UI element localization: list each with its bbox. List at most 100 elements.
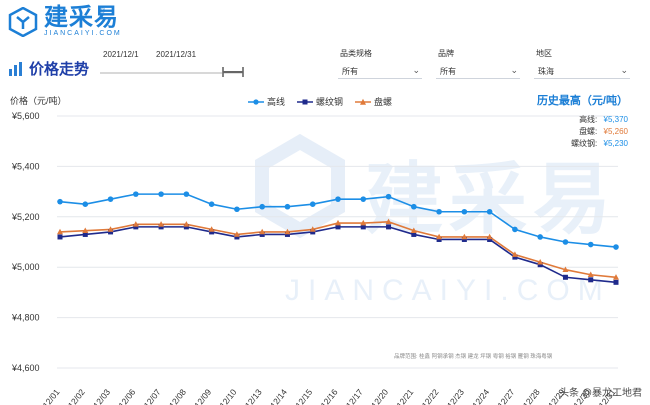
y-tick-label: ¥5,200 [11,212,40,222]
y-axis-title: 价格（元/吨） [10,96,67,106]
data-point [107,226,114,232]
bar-chart-icon [9,61,22,76]
x-tick-label: 12/24 [470,387,491,405]
watermark: 建采易 JIANCAIYI.COM [255,133,617,307]
page-title: 价格走势 [29,61,90,78]
data-point [335,196,341,202]
data-point [284,231,290,237]
legend-item-coil[interactable]: 盘螺 [355,95,392,108]
legend-label: 螺纹钢 [316,97,344,107]
watermark-text: 建采易 [365,155,617,243]
data-point [385,193,392,200]
history-high-name: 盘螺: [579,127,598,136]
filter-label-spec: 品类规格 [340,49,372,58]
data-point [183,224,189,230]
data-point [487,236,493,242]
data-point [108,229,114,235]
y-tick-label: ¥5,400 [11,161,40,171]
x-tick-label: 12/02 [66,387,87,405]
data-point [562,274,568,280]
x-tick-label: 12/01 [41,387,62,405]
history-high-row: 盘螺: ¥5,260 [579,126,628,137]
data-point [360,196,367,202]
data-point [133,224,139,230]
data-point [360,219,367,226]
select-brand[interactable]: 所有 ⌄ [436,62,520,79]
data-point [587,271,594,278]
data-point [208,201,215,207]
select-brand-value: 所有 [440,67,456,76]
legend-square-icon [297,99,314,104]
filter-label-brand: 品牌 [438,49,454,58]
legend-label: 盘螺 [374,97,393,107]
legend-label: 高线 [267,97,286,107]
data-point [512,226,518,233]
data-point [588,277,594,283]
data-point [82,231,88,237]
trademark-mark: ® [100,8,106,15]
data-point [158,221,165,227]
select-region[interactable]: 珠海 ⌄ [534,62,630,79]
data-point [335,219,341,226]
x-tick-label: 12/15 [293,387,314,405]
data-point [310,229,316,235]
legend-item-high-wire[interactable]: 高线 [248,95,285,108]
data-point [436,208,442,215]
x-tick-label: 12/08 [167,387,188,405]
x-tick-label: 12/09 [192,387,213,405]
data-point [461,233,468,240]
data-point [537,234,543,240]
data-point [208,226,215,232]
history-high-value: ¥5,260 [603,127,628,136]
y-tick-label: ¥5,000 [11,262,40,272]
data-point [537,258,544,265]
history-high-row: 螺纹钢: ¥5,230 [571,138,628,149]
x-tick-label: 12/16 [319,387,340,405]
data-point [562,266,569,273]
data-point [158,224,164,230]
x-tick-label: 12/14 [268,387,289,405]
legend-item-rebar[interactable]: 螺纹钢 [297,95,343,108]
source-credit: 头条 @暴龙工地君 [559,388,642,399]
data-point [82,201,89,207]
data-point [360,224,366,230]
data-point [57,198,63,205]
x-tick-label: 12/07 [142,387,163,405]
brand-logo[interactable]: 建采易 JIANCAIYI.COM [8,6,122,38]
x-tick-label: 12/22 [420,387,441,405]
start-date-input[interactable]: 2021/12/1 [103,50,139,59]
data-point [587,241,594,248]
end-date-input[interactable]: 2021/12/31 [156,50,197,59]
data-point [183,221,190,227]
filter-label-region: 地区 [536,49,552,58]
y-tick-label: ¥5,600 [11,111,40,121]
x-tick-label: 12/17 [344,387,365,405]
data-point [436,233,443,240]
select-spec[interactable]: 所有 ⌄ [338,62,422,79]
data-point [259,228,266,235]
page-title-row: 价格走势 [8,58,89,79]
x-tick-label: 12/28 [521,387,542,405]
x-tick-label: 12/21 [394,387,415,405]
logo-domain: JIANCAIYI.COM [44,30,122,37]
data-point [132,221,139,227]
x-tick-label: 12/23 [445,387,466,405]
data-point [133,191,139,197]
chevron-down-icon: ⌄ [412,65,420,75]
data-point [436,236,442,242]
data-point [562,239,569,245]
date-range-slider[interactable] [100,72,222,74]
data-point [259,203,265,210]
slider-handle-icon[interactable] [222,66,244,78]
data-point [613,244,619,250]
data-point [411,231,417,237]
history-high-row: 高线: ¥5,370 [579,114,628,125]
data-point [537,262,543,268]
data-point [284,203,291,210]
data-point [284,228,291,235]
legend-triangle-icon [355,98,372,105]
data-point [613,274,619,280]
data-point [209,229,215,235]
data-point [234,234,240,240]
x-tick-label: 12/13 [243,387,264,405]
